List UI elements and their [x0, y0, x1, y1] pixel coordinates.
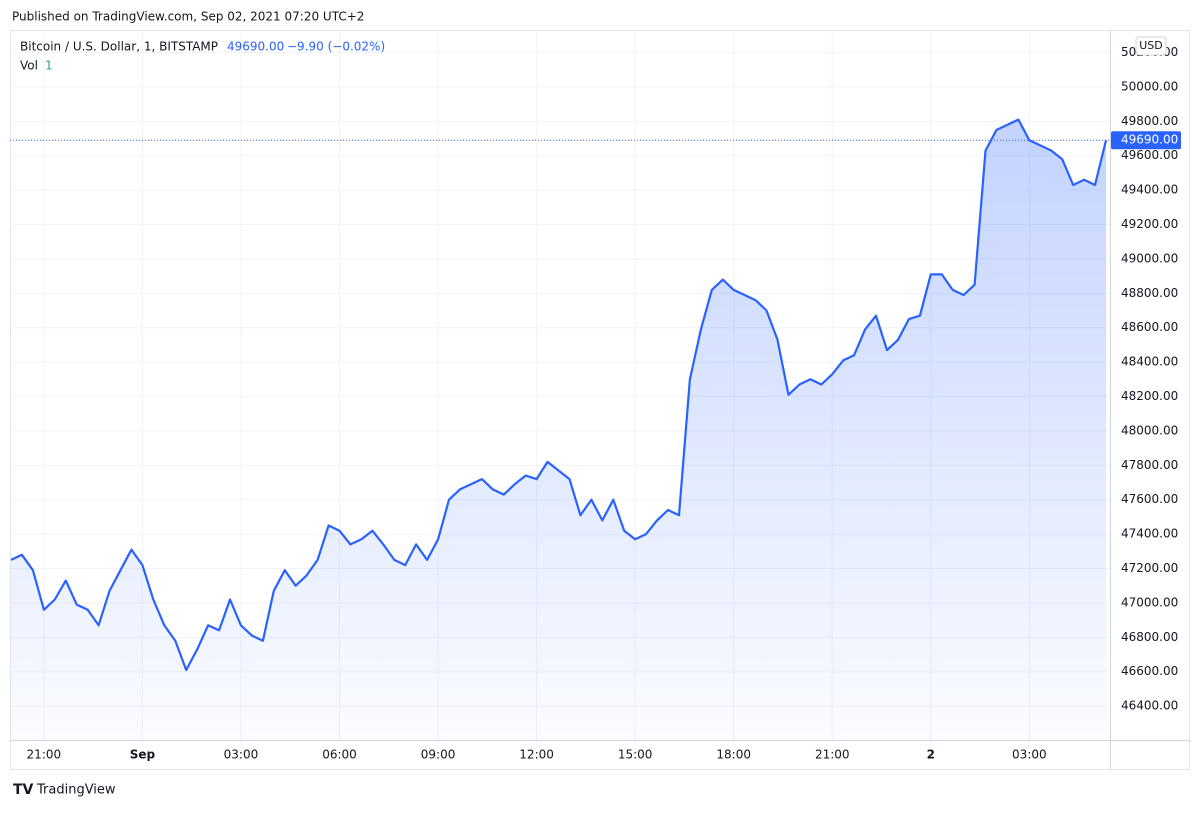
y-tick-label: 49000.00: [1121, 251, 1178, 265]
price-value: 49690.00: [227, 40, 284, 54]
x-tick-label: 21:00: [27, 748, 62, 762]
chart-frame: [10, 30, 1190, 770]
x-tick-label: 09:00: [421, 748, 456, 762]
brand: TV TradingView: [13, 782, 116, 798]
x-tick-label: 15:00: [618, 748, 653, 762]
y-tick-label: 48000.00: [1121, 423, 1178, 437]
y-tick-label: 50000.00: [1121, 79, 1178, 93]
published-note: Published on TradingView.com, Sep 02, 20…: [12, 10, 364, 24]
y-tick-label: 46400.00: [1121, 699, 1178, 713]
x-tick-label: 21:00: [815, 748, 850, 762]
y-tick-label: 49400.00: [1121, 183, 1178, 197]
currency-badge: [1135, 36, 1167, 56]
y-tick-label: 47600.00: [1121, 492, 1178, 506]
y-tick-label: 47000.00: [1121, 595, 1178, 609]
price-line: [10, 118, 1108, 672]
plot: [10, 118, 1110, 741]
x-tick-label: 03:00: [224, 748, 259, 762]
x-tick-label: 03:00: [1012, 748, 1047, 762]
price-change: −9.90 (−0.02%): [287, 40, 385, 54]
last-price-tag: [1111, 131, 1181, 150]
currency-label: USD: [1139, 39, 1163, 52]
x-tick-label: 12:00: [519, 748, 554, 762]
y-tick-label: 47800.00: [1121, 458, 1178, 472]
y-tick-label: 48200.00: [1121, 389, 1178, 403]
y-tick-label: 49600.00: [1121, 148, 1178, 162]
x-tick-label: 2: [927, 748, 935, 762]
x-tick-label: 06:00: [322, 748, 357, 762]
brand-name: TradingView: [36, 783, 116, 798]
vol-value: 1: [45, 59, 53, 73]
y-tick-label: 49200.00: [1121, 217, 1178, 231]
y-tick-label: 48400.00: [1121, 355, 1178, 369]
y-tick-label: 47200.00: [1121, 561, 1178, 575]
y-tick-label: 47400.00: [1121, 527, 1178, 541]
y-tick-label: 46600.00: [1121, 664, 1178, 678]
x-tick-label: Sep: [130, 748, 156, 762]
brand-logo: TV: [13, 782, 34, 798]
last-price-label: 49690.00: [1121, 133, 1178, 147]
y-tick-label: 49800.00: [1121, 114, 1178, 128]
symbol-label: Bitcoin / U.S. Dollar, 1, BITSTAMP: [20, 40, 218, 54]
axes: 46400.00 46600.00 46800.00 47000.00 47200.00…: [27, 36, 1181, 762]
x-tick-label: 18:00: [716, 748, 751, 762]
y-tick-label: 48800.00: [1121, 286, 1178, 300]
vol-label: Vol: [20, 59, 38, 73]
y-tick-label: 48600.00: [1121, 320, 1178, 334]
y-tick-label: 46800.00: [1121, 630, 1178, 644]
area-fill: [11, 119, 1106, 741]
